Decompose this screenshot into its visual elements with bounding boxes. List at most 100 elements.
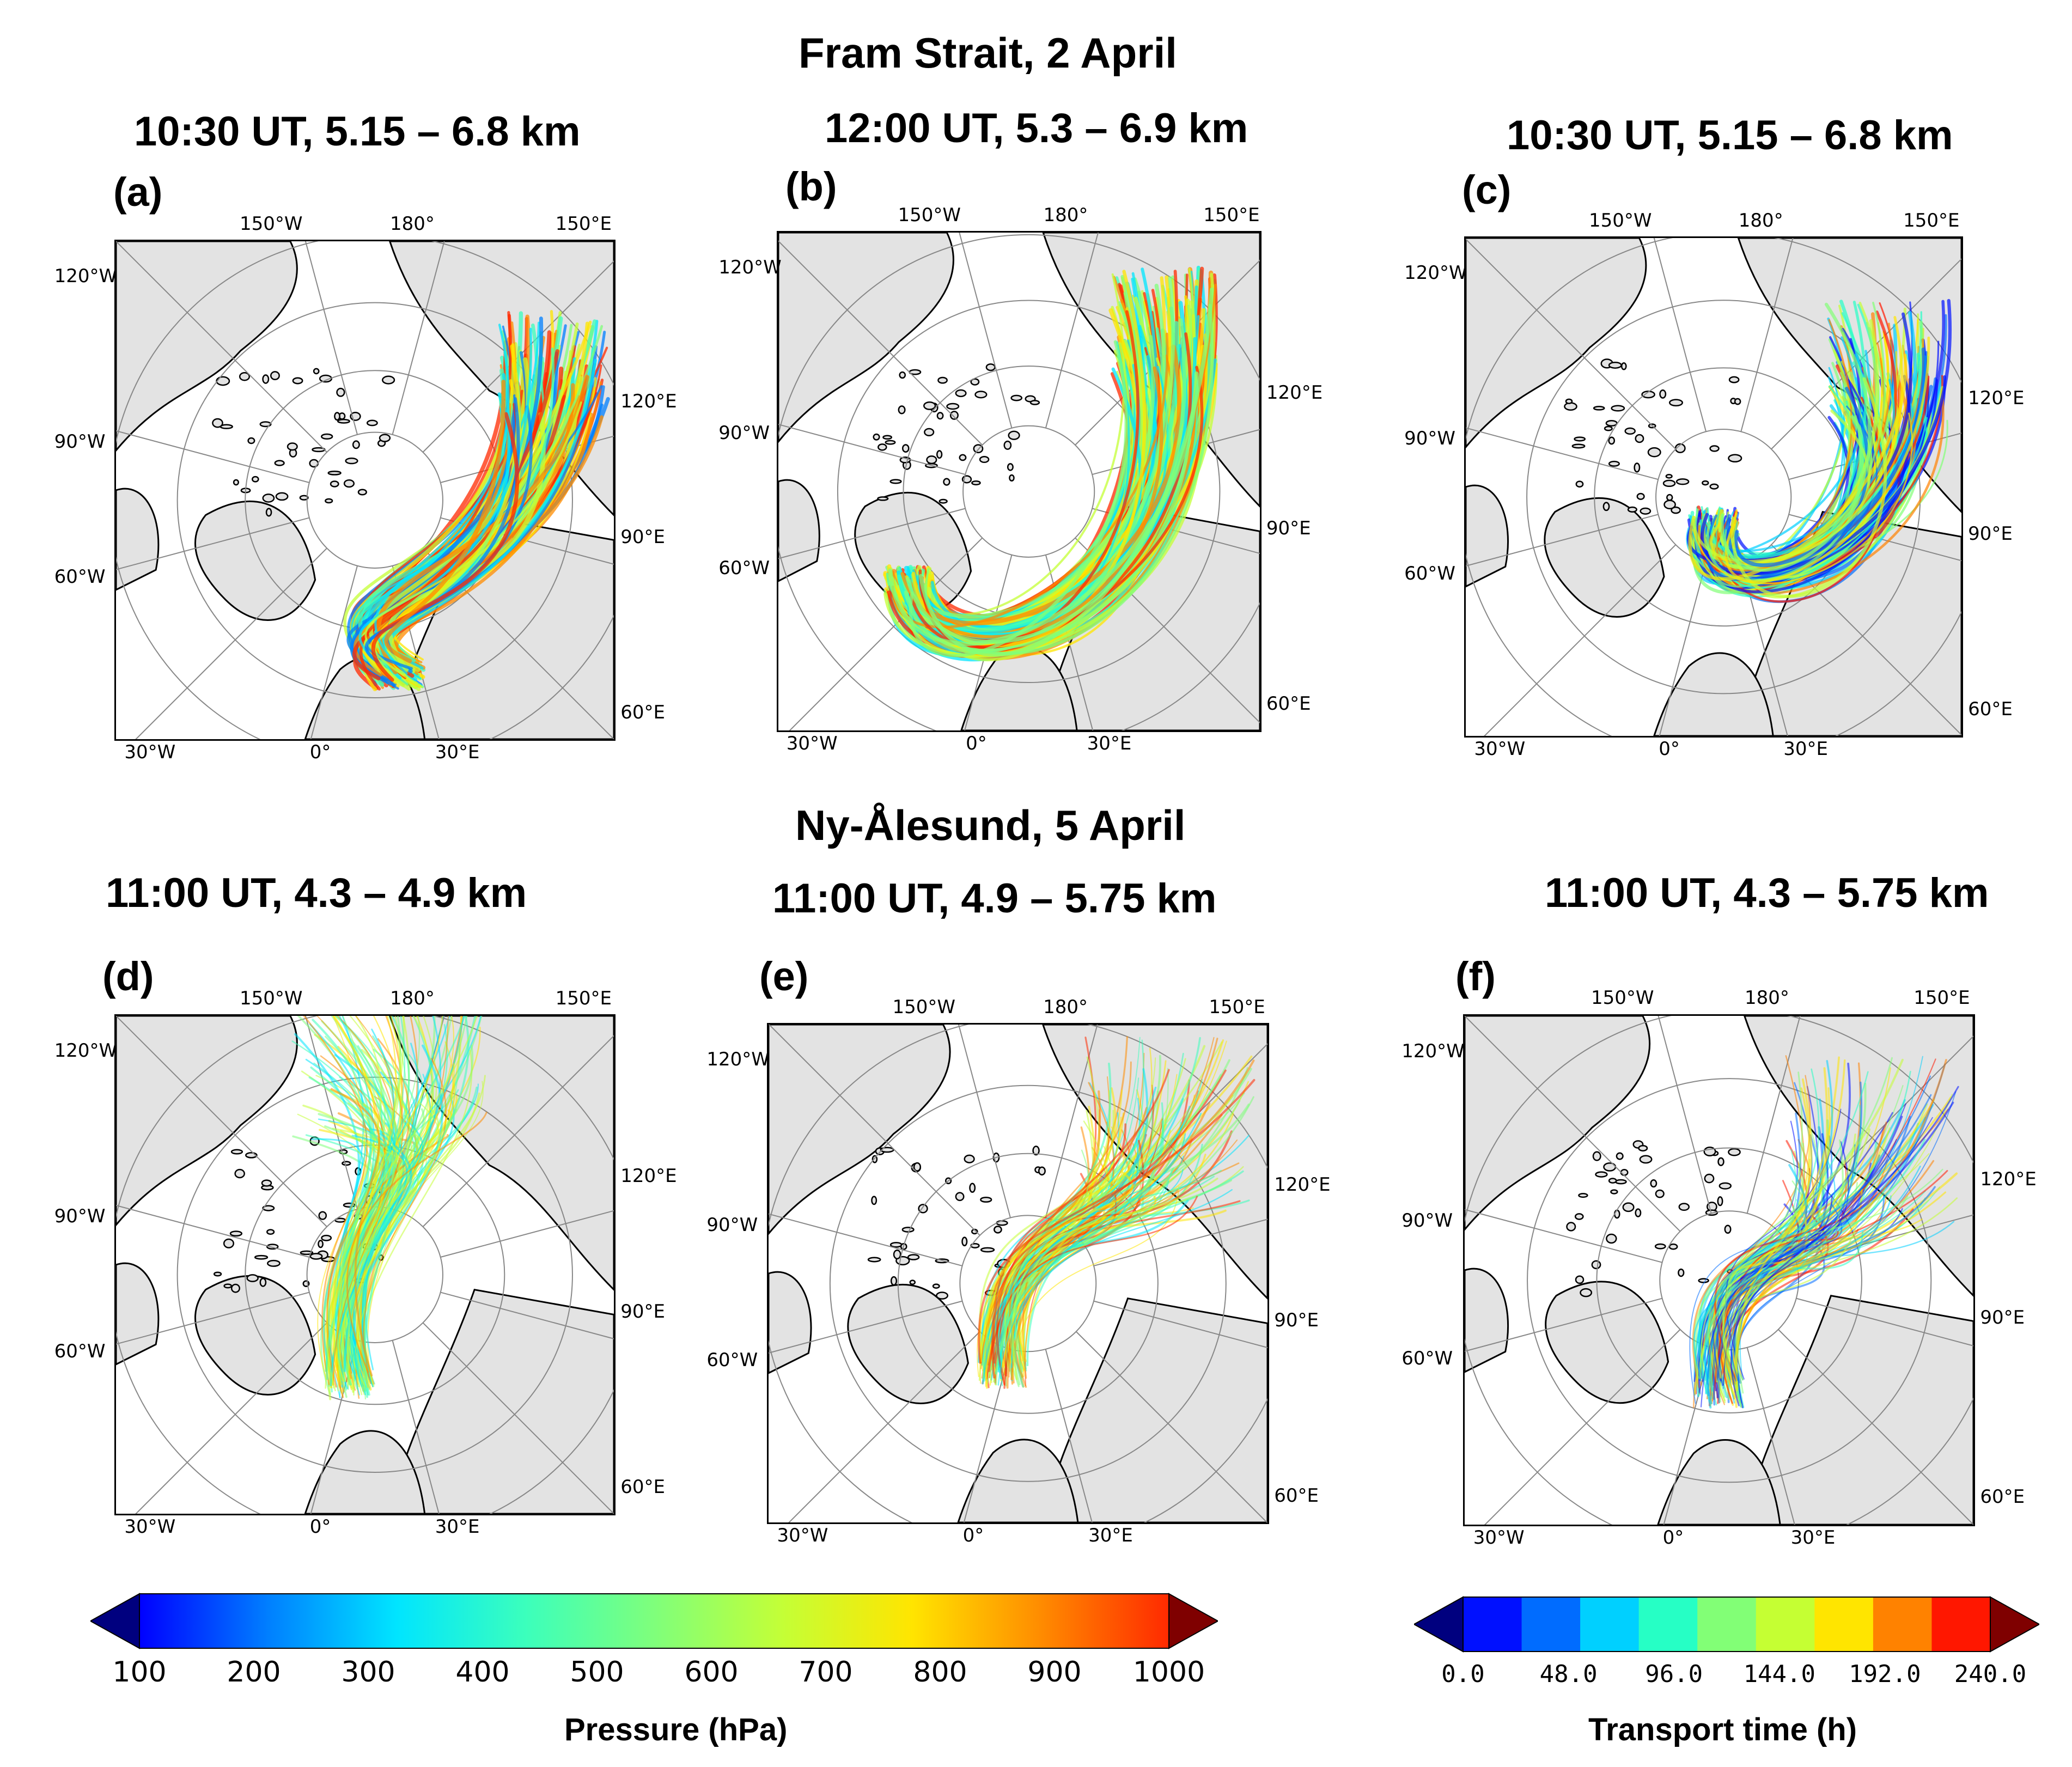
longitude-label-150w: 150°W bbox=[1591, 986, 1654, 1009]
longitude-label-60w: 60°W bbox=[54, 566, 106, 588]
longitude-label-30w: 30°W bbox=[124, 741, 176, 764]
longitude-label-60w: 60°W bbox=[1401, 1348, 1453, 1370]
colorbar-tick-label: 900 bbox=[1027, 1656, 1082, 1689]
map-panel-c bbox=[1464, 236, 1963, 738]
panel-c-letter: (c) bbox=[1462, 167, 1512, 212]
graticule bbox=[116, 241, 614, 739]
longitude-label-180: 180° bbox=[1043, 996, 1088, 1018]
map-svg bbox=[116, 1016, 614, 1514]
colorbar-tick-label: 0.0 bbox=[1441, 1660, 1485, 1688]
panel-c-title: 10:30 UT, 5.15 – 6.8 km bbox=[1507, 112, 1953, 159]
longitude-label-180: 180° bbox=[1043, 204, 1088, 226]
map-panel-b bbox=[777, 231, 1262, 732]
longitude-label-90w: 90°W bbox=[54, 430, 106, 453]
trajectories bbox=[977, 1036, 1256, 1389]
longitude-label-150w: 150°W bbox=[892, 996, 956, 1018]
longitude-label-120w: 120°W bbox=[706, 1049, 770, 1071]
panel-d-letter: (d) bbox=[102, 954, 154, 999]
panel-a-title: 10:30 UT, 5.15 – 6.8 km bbox=[134, 108, 581, 155]
longitude-label-30e: 30°E bbox=[1088, 1525, 1133, 1547]
panel-d-title: 11:00 UT, 4.3 – 4.9 km bbox=[106, 870, 527, 916]
longitude-label-90e: 90°E bbox=[620, 1300, 665, 1323]
longitude-label-60w: 60°W bbox=[706, 1349, 758, 1372]
colorbar-tick-label: 1000 bbox=[1132, 1656, 1205, 1689]
longitude-label-120w: 120°W bbox=[1404, 262, 1467, 284]
longitude-label-120w: 120°W bbox=[54, 265, 118, 288]
graticule bbox=[769, 1025, 1267, 1522]
colorbar-tick-label: 48.0 bbox=[1539, 1660, 1598, 1688]
colorbar-tick-label: 300 bbox=[341, 1656, 395, 1689]
panel-a-letter: (a) bbox=[113, 169, 163, 215]
longitude-label-0: 0° bbox=[309, 741, 331, 764]
longitude-label-0: 0° bbox=[966, 733, 987, 755]
colorbar-tick-label: 240.0 bbox=[1954, 1660, 2027, 1688]
longitude-label-120e: 120°E bbox=[620, 391, 677, 413]
colorbar-tick-label: 200 bbox=[227, 1656, 281, 1689]
longitude-label-90e: 90°E bbox=[1980, 1307, 2025, 1329]
colorbar-tick-label: 600 bbox=[684, 1656, 739, 1689]
longitude-label-120e: 120°E bbox=[1968, 387, 2025, 410]
longitude-label-90e: 90°E bbox=[1968, 522, 2013, 545]
longitude-label-150e: 150°E bbox=[1913, 986, 1970, 1009]
panel-b-title: 12:00 UT, 5.3 – 6.9 km bbox=[825, 105, 1248, 151]
map-svg bbox=[1465, 1016, 1973, 1525]
panel-b-letter: (b) bbox=[785, 164, 837, 209]
trajectories bbox=[883, 265, 1218, 662]
longitude-label-90w: 90°W bbox=[718, 422, 770, 444]
map-svg bbox=[1466, 238, 1961, 736]
longitude-label-90w: 90°W bbox=[1404, 427, 1455, 449]
trajectories bbox=[1689, 1055, 1959, 1409]
longitude-label-60e: 60°E bbox=[1274, 1484, 1319, 1507]
longitude-label-60e: 60°E bbox=[620, 701, 665, 723]
longitude-label-0: 0° bbox=[309, 1516, 331, 1538]
colorbar-tick-label: 800 bbox=[913, 1656, 967, 1689]
pressure-colorbar-label: Pressure (hPa) bbox=[564, 1712, 788, 1747]
panel-f-letter: (f) bbox=[1455, 954, 1496, 999]
longitude-label-120e: 120°E bbox=[620, 1165, 677, 1187]
colorbar-tick-label: 144.0 bbox=[1743, 1660, 1816, 1688]
group-title-fram-strait: Fram Strait, 2 April bbox=[799, 29, 1177, 77]
longitude-label-30w: 30°W bbox=[777, 1525, 828, 1547]
longitude-label-60e: 60°E bbox=[1980, 1486, 2025, 1508]
longitude-label-30e: 30°E bbox=[1790, 1527, 1836, 1549]
pressure-colorbar bbox=[89, 1593, 1220, 1649]
longitude-label-30e: 30°E bbox=[435, 1516, 480, 1538]
map-svg bbox=[769, 1025, 1267, 1522]
transport-time-colorbar bbox=[1412, 1596, 2041, 1653]
map-panel-f bbox=[1463, 1014, 1975, 1526]
panel-e-letter: (e) bbox=[759, 954, 809, 999]
longitude-label-180: 180° bbox=[390, 212, 435, 235]
longitude-label-150w: 150°W bbox=[240, 987, 303, 1009]
longitude-label-150w: 150°W bbox=[1589, 209, 1652, 231]
longitude-label-30w: 30°W bbox=[124, 1516, 176, 1538]
trajectories bbox=[1686, 298, 1952, 604]
longitude-label-90w: 90°W bbox=[706, 1214, 758, 1236]
longitude-label-150e: 150°E bbox=[555, 987, 612, 1009]
longitude-label-60e: 60°E bbox=[1968, 698, 2013, 720]
longitude-label-150w: 150°W bbox=[240, 212, 303, 235]
longitude-label-150e: 150°E bbox=[1209, 996, 1265, 1018]
trajectories bbox=[291, 1016, 487, 1400]
longitude-label-120w: 120°W bbox=[54, 1040, 118, 1062]
trajectories bbox=[343, 310, 610, 692]
longitude-label-180: 180° bbox=[1745, 986, 1789, 1009]
longitude-label-60w: 60°W bbox=[718, 557, 770, 580]
longitude-label-120w: 120°W bbox=[718, 257, 782, 279]
colorbar-tick-label: 100 bbox=[112, 1656, 167, 1689]
longitude-label-90w: 90°W bbox=[54, 1205, 106, 1227]
longitude-label-60e: 60°E bbox=[620, 1476, 665, 1498]
longitude-label-0: 0° bbox=[1662, 1527, 1684, 1549]
longitude-label-30e: 30°E bbox=[435, 741, 480, 764]
colorbar-tick-label: 500 bbox=[570, 1656, 624, 1689]
longitude-label-180: 180° bbox=[390, 987, 435, 1009]
map-panel-d bbox=[114, 1014, 615, 1515]
panel-e-title: 11:00 UT, 4.9 – 5.75 km bbox=[772, 875, 1217, 922]
longitude-label-90w: 90°W bbox=[1401, 1209, 1453, 1232]
map-panel-a bbox=[114, 240, 615, 741]
colorbar-tick-label: 400 bbox=[455, 1656, 510, 1689]
longitude-label-180: 180° bbox=[1738, 209, 1783, 231]
longitude-label-30w: 30°W bbox=[1473, 1527, 1525, 1549]
group-title-ny-alesund: Ny-Ålesund, 5 April bbox=[795, 801, 1186, 849]
map-svg bbox=[116, 241, 614, 739]
longitude-label-30e: 30°E bbox=[1087, 733, 1132, 755]
